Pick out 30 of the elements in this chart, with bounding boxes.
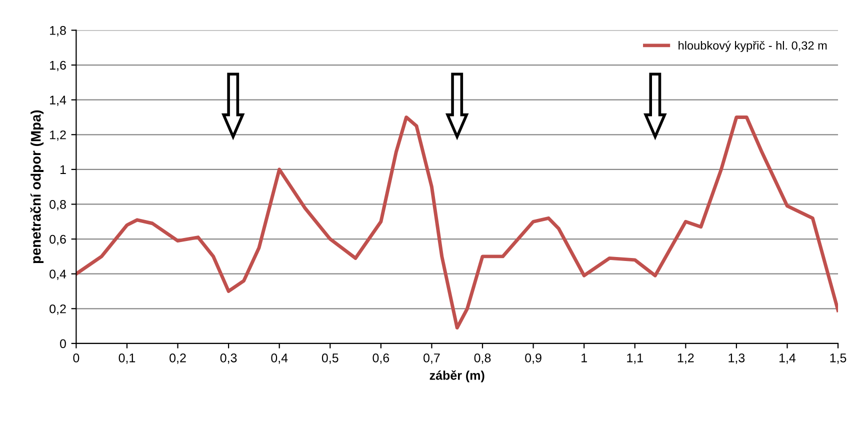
y-tick-label: 1,6 bbox=[50, 60, 66, 72]
x-tick-label: 0,8 bbox=[474, 353, 491, 364]
line-series bbox=[76, 116, 838, 330]
x-tick-label: 0,7 bbox=[424, 353, 440, 364]
x-tick-label: 1,4 bbox=[780, 354, 796, 364]
x-tick-label: 1,3 bbox=[728, 353, 745, 364]
y-axis-title: penetrační odpor (Mpa) bbox=[30, 110, 44, 264]
x-axis-title: záběr (m) bbox=[430, 370, 484, 382]
y-tick-label: 1 bbox=[60, 165, 66, 174]
y-tick-label: 1,4 bbox=[50, 96, 66, 106]
y-tick-label: 1,8 bbox=[50, 26, 66, 36]
x-tick-label: 0,1 bbox=[118, 353, 136, 364]
x-tick-label: 1 bbox=[582, 354, 587, 362]
y-tick-label: 0,6 bbox=[50, 234, 66, 246]
x-tick-label: 0,6 bbox=[372, 353, 390, 364]
legend-label: hloubkový kypřič - hl. 0,32 m bbox=[678, 40, 827, 52]
x-tick-label: 0,5 bbox=[322, 353, 338, 364]
x-tick-label: 0,9 bbox=[525, 353, 542, 364]
x-tick-label: 0,4 bbox=[271, 353, 288, 364]
y-tick-label: 0,2 bbox=[50, 304, 66, 315]
y-tick-label: 1,2 bbox=[50, 130, 66, 141]
y-tick-label: 0,4 bbox=[50, 270, 66, 280]
y-tick-label: 0 bbox=[60, 339, 66, 348]
x-tick-label: 0,3 bbox=[220, 353, 237, 364]
y-tick-label: 0,8 bbox=[50, 200, 66, 210]
x-tick-label: 0 bbox=[73, 353, 80, 362]
x-tick-label: 1,1 bbox=[627, 354, 643, 364]
x-tick-label: 0,2 bbox=[170, 353, 186, 364]
x-tick-label: 1,5 bbox=[830, 354, 846, 364]
x-tick-label: 1,2 bbox=[678, 353, 694, 364]
